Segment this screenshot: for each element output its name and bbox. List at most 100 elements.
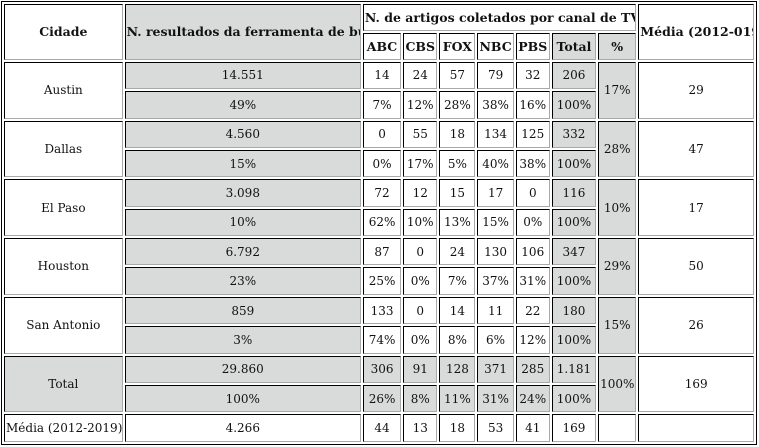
- pct-total: 100%: [551, 91, 597, 119]
- table-row: Austin 14.551 14 24 57 79 32 206 17% 29: [4, 61, 754, 119]
- total-row: Total 29.860 306 91 128 371 285 1.181 10…: [4, 355, 754, 413]
- search-count-cell: 29.860: [124, 355, 361, 384]
- average-cell: 29: [638, 61, 754, 119]
- count-cbs: 55: [403, 120, 438, 148]
- city-cell: Dallas: [4, 120, 123, 178]
- pct-nbc: 38%: [477, 91, 514, 119]
- pct-cbs: 10%: [403, 208, 438, 237]
- mean-label: Média (2012-2019): [4, 414, 123, 442]
- average-cell: 17: [638, 179, 754, 237]
- total-row-pct: 100% 26% 8% 11% 31% 24% 100%: [4, 385, 754, 413]
- count-total: 180: [551, 296, 597, 325]
- pct-abc: 7%: [362, 91, 402, 119]
- count-total: 347: [551, 238, 597, 266]
- count-abc: 44: [362, 414, 402, 442]
- table-row: Houston 6.792 87 0 24 130 106 347 29% 50: [4, 238, 754, 295]
- city-cell: Austin: [4, 61, 123, 119]
- pct-abc: 74%: [362, 326, 402, 354]
- mean-row: Média (2012-2019) 4.266 44 13 18 53 41 1…: [4, 414, 754, 442]
- table-row-pct: 10% 62% 10% 13% 15% 0% 100%: [4, 208, 754, 237]
- count-fox: 24: [439, 238, 476, 266]
- average-cell: 50: [638, 238, 754, 295]
- count-fox: 18: [439, 120, 476, 148]
- search-count-cell: 6.792: [124, 238, 361, 266]
- pct-nbc: 37%: [477, 267, 514, 295]
- share-cell: 100%: [598, 355, 637, 413]
- header-cbs: CBS: [403, 33, 438, 60]
- pct-abc: 0%: [362, 149, 402, 178]
- count-cbs: 0: [403, 296, 438, 325]
- count-fox: 57: [439, 61, 476, 90]
- count-total: 169: [551, 414, 597, 442]
- search-pct-cell: 23%: [124, 267, 361, 295]
- share-cell: 17%: [598, 61, 637, 119]
- search-count-cell: 859: [124, 296, 361, 325]
- pct-abc: 26%: [362, 385, 402, 413]
- pct-nbc: 15%: [477, 208, 514, 237]
- pct-total: 100%: [551, 208, 597, 237]
- pct-fox: 13%: [439, 208, 476, 237]
- count-abc: 14: [362, 61, 402, 90]
- search-count-cell: 14.551: [124, 61, 361, 90]
- count-nbc: 371: [477, 355, 514, 384]
- pct-fox: 28%: [439, 91, 476, 119]
- header-total: Total: [551, 33, 597, 60]
- pct-pbs: 12%: [515, 326, 550, 354]
- average-cell: 47: [638, 120, 754, 178]
- count-pbs: 285: [515, 355, 550, 384]
- header-average: Média (2012-019): [638, 4, 754, 60]
- count-fox: 18: [439, 414, 476, 442]
- pct-pbs: 0%: [515, 208, 550, 237]
- header-pbs: PBS: [515, 33, 550, 60]
- count-abc: 72: [362, 179, 402, 207]
- pct-pbs: 16%: [515, 91, 550, 119]
- pct-nbc: 6%: [477, 326, 514, 354]
- pct-fox: 8%: [439, 326, 476, 354]
- city-cell: El Paso: [4, 179, 123, 237]
- header-articles-group: N. de artigos coletados por canal de TV: [362, 4, 637, 32]
- header-search-results: N. resultados da ferramenta de busca: [124, 4, 361, 60]
- count-nbc: 17: [477, 179, 514, 207]
- count-total: 116: [551, 179, 597, 207]
- pct-total: 100%: [551, 385, 597, 413]
- count-total: 1.181: [551, 355, 597, 384]
- search-pct-cell: 100%: [124, 385, 361, 413]
- count-cbs: 12: [403, 179, 438, 207]
- count-fox: 14: [439, 296, 476, 325]
- count-nbc: 11: [477, 296, 514, 325]
- table-row-pct: 49% 7% 12% 28% 38% 16% 100%: [4, 91, 754, 119]
- count-pbs: 0: [515, 179, 550, 207]
- share-cell: [598, 414, 637, 442]
- count-abc: 133: [362, 296, 402, 325]
- header-fox: FOX: [439, 33, 476, 60]
- count-total: 332: [551, 120, 597, 148]
- pct-abc: 25%: [362, 267, 402, 295]
- pct-total: 100%: [551, 326, 597, 354]
- pct-pbs: 31%: [515, 267, 550, 295]
- search-pct-cell: 15%: [124, 149, 361, 178]
- share-cell: 10%: [598, 179, 637, 237]
- header-city: Cidade: [4, 4, 123, 60]
- table-row: El Paso 3.098 72 12 15 17 0 116 10% 17: [4, 179, 754, 237]
- header-row-2: ABC CBS FOX NBC PBS Total %: [4, 33, 754, 60]
- count-pbs: 125: [515, 120, 550, 148]
- pct-total: 100%: [551, 267, 597, 295]
- search-pct-cell: 49%: [124, 91, 361, 119]
- pct-abc: 62%: [362, 208, 402, 237]
- table-row: Dallas 4.560 0 55 18 134 125 332 28% 47: [4, 120, 754, 178]
- pct-total: 100%: [551, 149, 597, 178]
- average-cell: 169: [638, 355, 754, 413]
- count-pbs: 41: [515, 414, 550, 442]
- count-cbs: 13: [403, 414, 438, 442]
- pct-pbs: 24%: [515, 385, 550, 413]
- header-percent: %: [598, 33, 637, 60]
- count-total: 206: [551, 61, 597, 90]
- count-pbs: 32: [515, 61, 550, 90]
- search-count-cell: 4.266: [124, 414, 361, 442]
- share-cell: 28%: [598, 120, 637, 178]
- search-pct-cell: 10%: [124, 208, 361, 237]
- count-nbc: 53: [477, 414, 514, 442]
- count-nbc: 134: [477, 120, 514, 148]
- pct-nbc: 40%: [477, 149, 514, 178]
